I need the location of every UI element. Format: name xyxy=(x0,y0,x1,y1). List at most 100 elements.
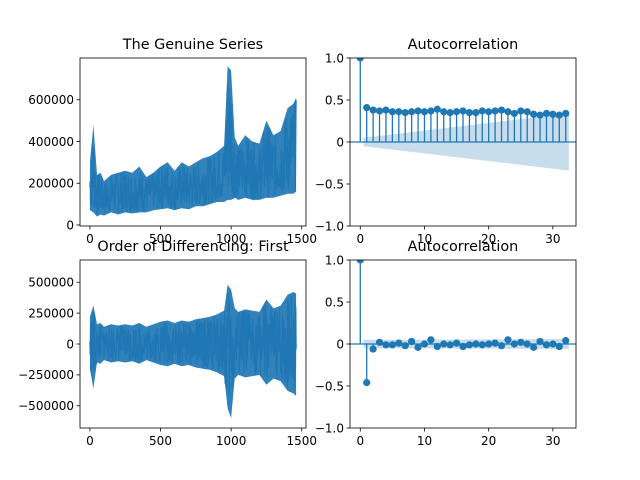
y-tick-label: −250000 xyxy=(18,368,74,382)
acf-point-lag-5 xyxy=(388,341,396,349)
acf-point-lag-29 xyxy=(542,109,551,118)
acf-point-lag-30 xyxy=(549,340,557,348)
acf-point-lag-31 xyxy=(555,342,563,351)
x-tick-label: 1500 xyxy=(286,232,317,246)
subplot-title: Autocorrelation xyxy=(408,37,519,53)
y-tick-label: 1.0 xyxy=(325,253,344,267)
acf-point-lag-0 xyxy=(356,260,364,264)
acf-point-lag-18 xyxy=(472,340,480,348)
x-tick-label: 1000 xyxy=(216,232,247,246)
x-tick-label: 500 xyxy=(149,434,172,448)
acf-point-lag-17 xyxy=(465,341,474,349)
y-tick-label: −1.0 xyxy=(315,219,344,233)
x-tick-label: 20 xyxy=(481,232,496,246)
x-tick-label: 30 xyxy=(545,434,560,448)
x-tick-label: 1500 xyxy=(286,434,317,448)
acf-point-lag-13 xyxy=(440,108,448,116)
acf-point-lag-14 xyxy=(446,341,454,349)
y-tick-label: −500000 xyxy=(18,399,74,413)
y-tick-label: 200000 xyxy=(28,177,74,191)
acf-point-lag-21 xyxy=(491,107,499,115)
acf-point-lag-32 xyxy=(562,109,570,118)
acf-point-lag-22 xyxy=(497,106,506,114)
acf-point-lag-23 xyxy=(504,336,512,344)
series-line xyxy=(89,292,297,397)
acf-point-lag-30 xyxy=(549,110,557,118)
acf-point-lag-28 xyxy=(536,337,544,346)
y-tick-label: 0 xyxy=(66,337,74,351)
acf-point-lag-4 xyxy=(382,341,390,349)
axes-frame xyxy=(79,57,307,227)
acf-point-lag-11 xyxy=(427,336,435,344)
plot-area xyxy=(89,66,297,217)
subplot-title: Order of Differencing: First xyxy=(97,239,289,255)
acf-point-lag-31 xyxy=(555,111,563,119)
acf-point-lag-25 xyxy=(517,338,525,346)
acf-point-lag-15 xyxy=(452,108,461,116)
subplot-title: Autocorrelation xyxy=(408,239,519,255)
y-tick-label: 1.0 xyxy=(325,51,344,65)
x-tick-label: 500 xyxy=(149,232,172,246)
plot-area xyxy=(350,260,576,387)
y-tick-label: 0 xyxy=(336,135,344,149)
acf-point-lag-4 xyxy=(382,106,390,114)
x-tick-label: 10 xyxy=(417,434,432,448)
acf-point-lag-25 xyxy=(517,107,525,115)
acf-point-lag-1 xyxy=(363,103,371,112)
y-tick-label: 0 xyxy=(336,337,344,351)
acf-point-lag-12 xyxy=(433,342,441,351)
y-tick-label: 400000 xyxy=(28,135,74,149)
acf-point-lag-10 xyxy=(420,108,429,116)
acf-point-lag-7 xyxy=(401,109,409,117)
acf-point-lag-28 xyxy=(536,111,544,119)
acf-point-lag-15 xyxy=(452,339,461,347)
x-tick-label: 30 xyxy=(545,232,560,246)
acf-point-lag-6 xyxy=(395,108,403,116)
acf-point-lag-12 xyxy=(433,105,441,113)
y-tick-label: −0.5 xyxy=(315,177,344,191)
acf-point-lag-16 xyxy=(459,342,467,351)
acf-point-lag-19 xyxy=(478,341,486,349)
acf-point-lag-11 xyxy=(427,107,435,115)
acf-point-lag-27 xyxy=(530,110,538,118)
acf-point-lag-2 xyxy=(369,106,377,114)
x-tick-label: 1000 xyxy=(216,434,247,448)
subplot-4: 0 10 20 30 −1.0 −0.5 0 0.5 1.0 Autocorrelation xyxy=(315,239,577,448)
acf-point-lag-18 xyxy=(472,109,480,117)
subplot-3: 0 500 1000 1500 −500000 −250000 0 250000 500000 O… xyxy=(18,239,317,448)
y-tick-label: 0.5 xyxy=(325,93,344,107)
acf-point-lag-27 xyxy=(530,343,538,351)
y-tick-label: −1.0 xyxy=(315,421,344,435)
plot-area xyxy=(350,58,576,171)
acf-point-lag-17 xyxy=(465,109,474,117)
acf-point-lag-19 xyxy=(478,107,486,115)
subplot-title: The Genuine Series xyxy=(122,37,263,53)
x-tick-label: 20 xyxy=(481,434,496,448)
acf-point-lag-26 xyxy=(523,340,531,348)
acf-point-lag-2 xyxy=(369,345,377,353)
y-tick-label: −0.5 xyxy=(315,379,344,393)
acf-point-lag-9 xyxy=(414,107,422,115)
x-tick-label: 10 xyxy=(417,232,432,246)
plot-area xyxy=(89,284,297,419)
acf-point-lag-8 xyxy=(408,337,416,346)
subplot-2: 0 10 20 30 −1.0 −0.5 0 0.5 1.0 Autocorrelation xyxy=(315,37,577,246)
acf-point-lag-9 xyxy=(414,343,422,351)
y-tick-label: 600000 xyxy=(28,93,74,107)
acf-point-lag-13 xyxy=(440,340,448,348)
x-tick-label: 0 xyxy=(86,232,94,246)
acf-point-lag-3 xyxy=(375,338,384,346)
acf-point-lag-10 xyxy=(420,340,429,348)
acf-point-lag-16 xyxy=(459,107,467,115)
y-tick-label: 0 xyxy=(66,218,74,232)
acf-point-lag-24 xyxy=(510,340,518,348)
x-tick-label: 0 xyxy=(86,434,94,448)
y-tick-label: 250000 xyxy=(28,306,74,320)
x-tick-label: 0 xyxy=(356,434,364,448)
acf-point-lag-5 xyxy=(388,108,396,116)
acf-point-lag-26 xyxy=(523,108,531,116)
acf-point-lag-21 xyxy=(491,339,499,347)
acf-point-lag-22 xyxy=(497,342,506,350)
